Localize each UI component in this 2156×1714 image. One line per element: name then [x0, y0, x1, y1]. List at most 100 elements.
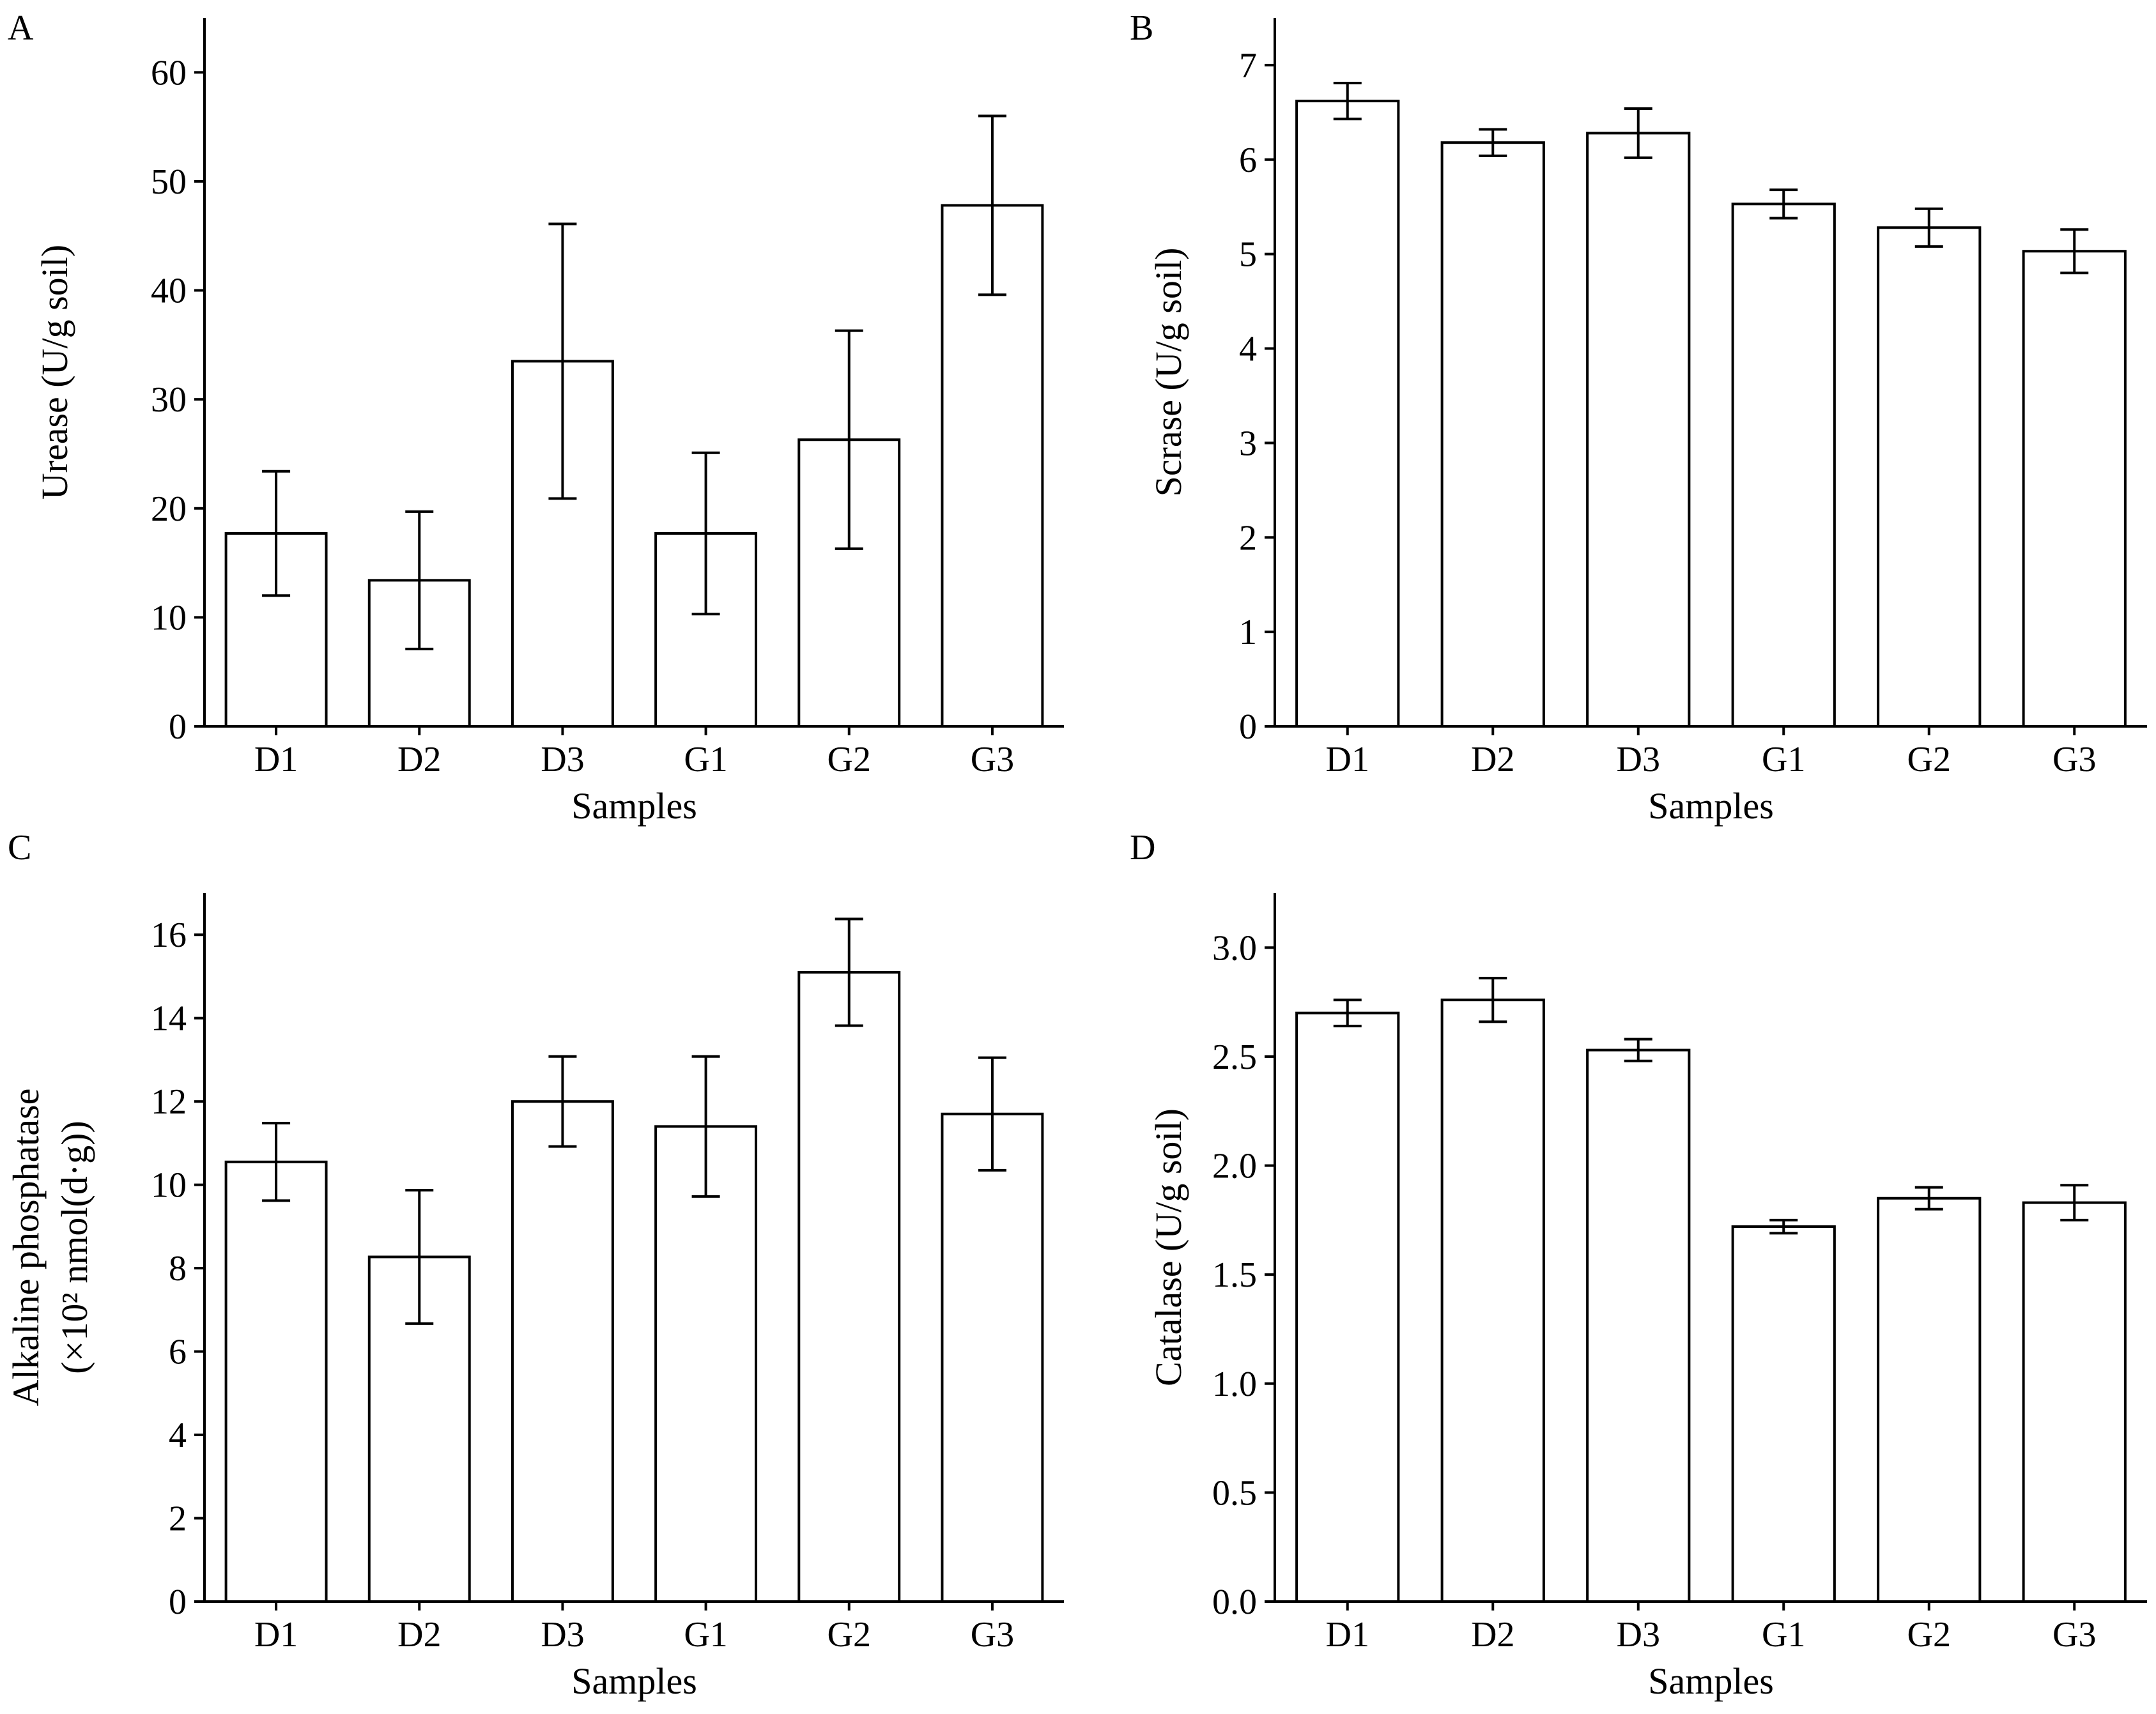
error-bar-g1 — [691, 1055, 720, 1198]
y-tick-label: 3.0 — [1212, 928, 1257, 968]
y-tick-label: 7 — [1239, 46, 1257, 86]
y-tick-label: 16 — [151, 915, 187, 955]
panel-letter-d: D — [1130, 828, 1155, 868]
x-tick-label: D2 — [397, 1615, 441, 1655]
x-tick-label: D1 — [254, 1615, 298, 1655]
y-tick-label: 0 — [169, 1582, 187, 1622]
x-tick-label: D2 — [1471, 740, 1514, 779]
bar-d3 — [511, 1100, 614, 1603]
error-bar-d3 — [548, 222, 577, 500]
bar-g2 — [1877, 226, 1982, 728]
error-bar-g1 — [1769, 1218, 1798, 1235]
panel-b: B D1 D2 D3 G1 G2 G3 0 1 2 3 4 5 6 7 Samples Scrase (U/g … — [1130, 8, 2147, 827]
x-axis-title: Samples — [571, 1660, 697, 1702]
bar-d1 — [1295, 1011, 1400, 1603]
error-bar-g1 — [691, 451, 720, 616]
y-tick-label: 0 — [1239, 707, 1257, 747]
x-tick-label: G3 — [2052, 740, 2096, 779]
x-tick-label: D1 — [1326, 740, 1369, 779]
panel-letter-a: A — [8, 8, 34, 48]
error-bar-d3 — [1624, 1037, 1652, 1062]
bar-g2 — [797, 970, 901, 1603]
y-tick-label: 2.5 — [1212, 1037, 1257, 1077]
x-tick-label: D3 — [541, 1615, 584, 1655]
y-tick-label: 60 — [151, 53, 187, 93]
x-tick-label: D3 — [1617, 1615, 1660, 1655]
x-axis-title: Samples — [1648, 1660, 1774, 1702]
x-tick-label: G1 — [1762, 740, 1805, 779]
y-axis-title: Catalase (U/g soil) — [1148, 1108, 1189, 1386]
error-bar-g3 — [2060, 228, 2089, 275]
error-bar-g2 — [1914, 207, 1943, 248]
y-tick-label: 4 — [1239, 330, 1257, 369]
error-bar-g1 — [1769, 188, 1798, 220]
x-tick-label: D1 — [254, 740, 298, 779]
y-tick-label: 6 — [169, 1333, 187, 1372]
panel-a: A D1 D2 D3 G1 G2 G3 0 10 20 30 40 50 60 Samples Urease … — [8, 8, 1064, 827]
y-tick-label: 0.5 — [1212, 1473, 1257, 1513]
x-tick-label: G1 — [684, 1615, 727, 1655]
bar-d2 — [1440, 999, 1545, 1603]
x-tick-label: G2 — [828, 1615, 871, 1655]
bar-g1 — [1731, 1225, 1836, 1603]
y-axis-title: Scrase (U/g soil) — [1148, 248, 1189, 497]
error-bar-d1 — [262, 1122, 291, 1202]
y-tick-label: 40 — [151, 272, 187, 311]
y-tick-label: 6 — [1239, 141, 1257, 180]
y-tick-label: 30 — [151, 380, 187, 420]
error-bar-d2 — [405, 1189, 434, 1325]
y-tick-label: 4 — [169, 1416, 187, 1455]
bar-g2 — [1877, 1197, 1982, 1603]
error-bar-d2 — [405, 510, 434, 650]
y-tick-label: 14 — [151, 999, 187, 1039]
bar-g3 — [2022, 250, 2127, 728]
x-tick-label: D3 — [541, 740, 584, 779]
x-axis-title: Samples — [1648, 785, 1774, 827]
y-tick-label: 2.0 — [1212, 1147, 1257, 1186]
panel-c: C D1 D2 D3 G1 G2 G3 0 2 4 6 8 10 12 14 16 Samples Alkalin… — [5, 828, 1064, 1702]
y-tick-label: 1.0 — [1212, 1365, 1257, 1404]
error-bar-d2 — [1479, 128, 1507, 157]
bar-g3 — [941, 1112, 1044, 1603]
bar-g3 — [2022, 1201, 2127, 1603]
bar-d3 — [1586, 132, 1691, 728]
y-tick-label: 20 — [151, 489, 187, 529]
x-tick-label: D2 — [1471, 1615, 1514, 1655]
x-axis-title: Samples — [571, 785, 697, 827]
y-tick-label: 10 — [151, 598, 187, 638]
y-tick-label: 1 — [1239, 613, 1257, 652]
bar-d1 — [1295, 100, 1400, 728]
x-tick-label: G3 — [971, 740, 1014, 779]
error-bar-g2 — [835, 917, 863, 1027]
bar-d1 — [224, 1160, 328, 1603]
error-bar-g3 — [2060, 1184, 2089, 1221]
panel-letter-b: B — [1130, 8, 1153, 48]
y-axis-title: (×10² nmol(d·g)) — [54, 1121, 95, 1373]
x-tick-label: G2 — [828, 740, 871, 779]
y-tick-label: 0.0 — [1212, 1582, 1257, 1622]
y-tick-label: 50 — [151, 162, 187, 202]
y-tick-label: 2 — [1239, 518, 1257, 558]
bar-g1 — [1731, 203, 1836, 728]
y-tick-label: 10 — [151, 1166, 187, 1205]
x-tick-label: G3 — [971, 1615, 1014, 1655]
y-tick-label: 0 — [169, 707, 187, 747]
y-tick-label: 5 — [1239, 235, 1257, 275]
error-bar-d1 — [262, 470, 291, 597]
bar-g1 — [654, 1125, 758, 1603]
error-bar-g2 — [835, 329, 863, 550]
panel-d: D D1 D2 D3 G1 G2 G3 0.0 0.5 1.0 1.5 2.0 2.5 3.0 Sample… — [1130, 828, 2147, 1702]
bar-d2 — [1440, 141, 1545, 728]
x-tick-label: G3 — [2052, 1615, 2096, 1655]
y-tick-label: 1.5 — [1212, 1255, 1257, 1295]
error-bar-d3 — [548, 1055, 577, 1148]
y-tick-label: 8 — [169, 1249, 187, 1289]
x-tick-label: D3 — [1617, 740, 1660, 779]
panel-letter-c: C — [8, 828, 31, 868]
x-tick-label: D1 — [1326, 1615, 1369, 1655]
x-tick-label: G2 — [1907, 1615, 1951, 1655]
error-bar-d2 — [1479, 977, 1507, 1023]
y-tick-label: 2 — [169, 1499, 187, 1539]
y-tick-label: 12 — [151, 1082, 187, 1122]
error-bar-d1 — [1333, 999, 1362, 1028]
